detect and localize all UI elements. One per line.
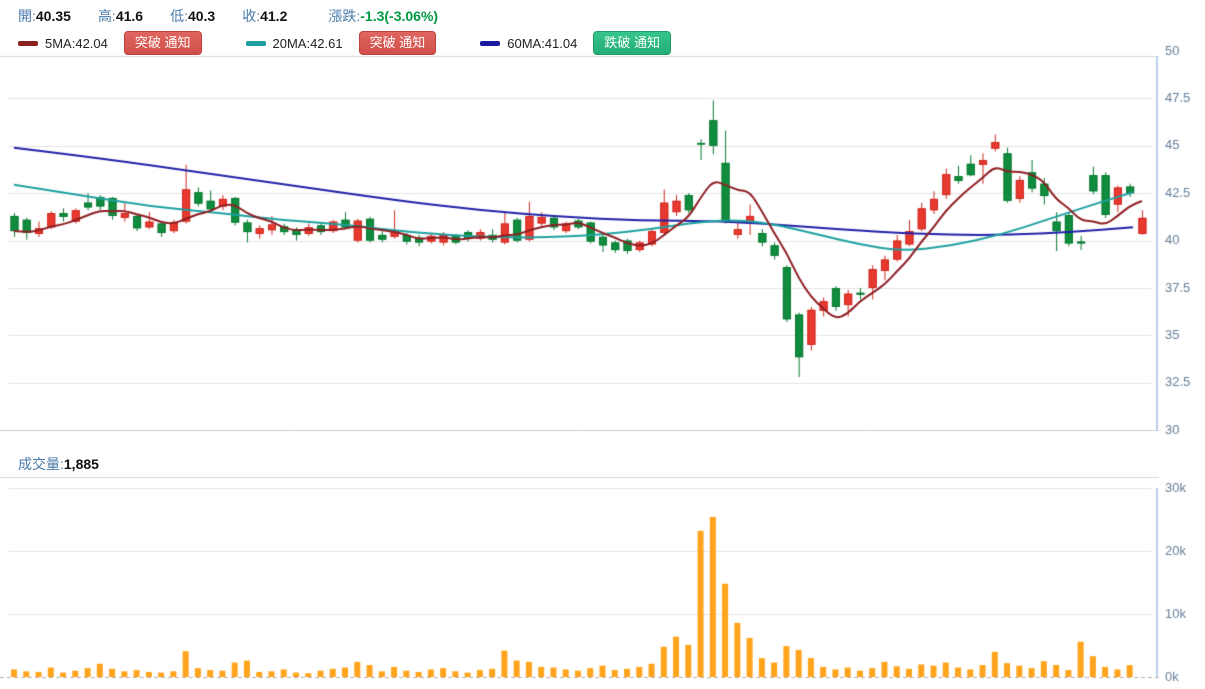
volume-header: 成交量:1,885	[18, 454, 99, 474]
close-value: 41.2	[260, 8, 288, 24]
ma20-breakout-notify-button[interactable]: 突破 通知	[358, 31, 437, 55]
change-field: 漲跌:-1.3(-3.06%)	[328, 6, 438, 26]
close-label: 收:	[242, 8, 261, 24]
low-label: 低:	[170, 8, 188, 24]
open-label: 開:	[18, 8, 36, 24]
ma60-line-swatch	[480, 40, 501, 46]
ma-legend: 5MA:42.04 突破 通知 20MA:42.61 突破 通知 60MA:41…	[18, 31, 671, 55]
ma60-breakdown-notify-button[interactable]: 跌破 通知	[593, 31, 671, 55]
ma60-legend-label: 60MA:41.04	[507, 35, 578, 51]
high-label: 高:	[97, 8, 116, 24]
ma5-breakout-notify-button[interactable]: 突破 通知	[123, 31, 202, 55]
ohlc-header: 開:40.35 高:41.6 低:40.3 收:41.2 漲跌:-1.3(-3.…	[18, 6, 465, 26]
low-field: 低:40.3	[170, 6, 215, 26]
open-field: 開:40.35	[18, 6, 71, 26]
volume-label: 成交量:	[18, 456, 64, 472]
volume-value: 1,885	[63, 456, 99, 472]
open-value: 40.35	[35, 8, 71, 24]
change-label: 漲跌:	[328, 8, 361, 24]
ma5-legend-label: 5MA:42.04	[45, 35, 108, 51]
ma20-line-swatch	[245, 40, 266, 46]
close-field: 收:41.2	[242, 6, 287, 26]
ma5-line-swatch	[18, 40, 38, 46]
high-value: 41.6	[115, 8, 144, 24]
change-value: -1.3(-3.06%)	[360, 8, 439, 24]
low-value: 40.3	[187, 8, 216, 24]
ma20-legend-label: 20MA:42.61	[272, 35, 343, 51]
high-field: 高:41.6	[98, 6, 143, 26]
